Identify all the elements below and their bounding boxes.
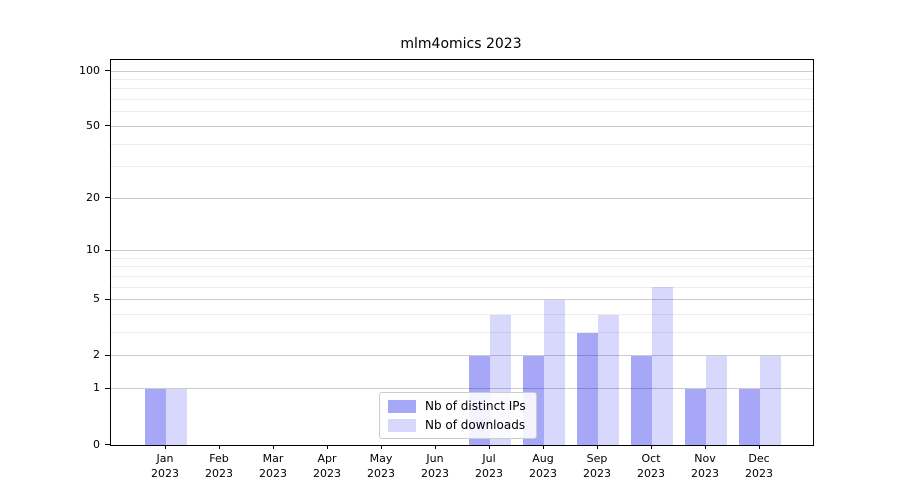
bar-downloads-sep bbox=[598, 314, 619, 445]
legend: Nb of distinct IPs Nb of downloads bbox=[379, 392, 537, 439]
y-axis-tick bbox=[105, 354, 110, 356]
x-axis-label: May 2023 bbox=[367, 452, 395, 480]
minor-gridline bbox=[111, 275, 813, 277]
y-axis-tick bbox=[105, 125, 110, 127]
legend-swatch-downloads bbox=[388, 418, 416, 432]
bar-downloads-dec bbox=[760, 355, 781, 445]
y-axis-label: 50 bbox=[86, 118, 100, 132]
y-axis-label: 1 bbox=[93, 381, 100, 395]
x-axis-tick bbox=[165, 445, 166, 449]
x-axis-tick bbox=[759, 445, 760, 449]
x-axis-label: Nov 2023 bbox=[691, 452, 719, 480]
minor-gridline bbox=[111, 286, 813, 288]
x-axis-tick bbox=[705, 445, 706, 449]
minor-gridline bbox=[111, 332, 813, 334]
x-axis-label: Jan 2023 bbox=[151, 452, 179, 480]
x-axis-tick bbox=[327, 445, 328, 449]
y-axis-label: 0 bbox=[93, 437, 100, 451]
x-axis-tick bbox=[435, 445, 436, 449]
minor-gridline bbox=[111, 314, 813, 316]
bar-distinct-ips-jan bbox=[145, 388, 166, 445]
minor-gridline bbox=[111, 99, 813, 101]
y-axis-tick bbox=[105, 444, 110, 445]
legend-label-distinct-ips: Nb of distinct IPs bbox=[425, 399, 526, 413]
minor-gridline bbox=[111, 111, 813, 113]
y-axis-label: 10 bbox=[86, 243, 100, 257]
bar-distinct-ips-dec bbox=[739, 388, 760, 445]
major-gridline bbox=[111, 70, 813, 72]
x-axis-label: Sep 2023 bbox=[583, 452, 611, 480]
y-axis-label: 100 bbox=[79, 63, 100, 77]
x-axis-tick bbox=[597, 445, 598, 449]
bar-distinct-ips-nov bbox=[685, 388, 706, 445]
minor-gridline bbox=[111, 78, 813, 80]
x-axis-label: Jul 2023 bbox=[475, 452, 503, 480]
minor-gridline bbox=[111, 257, 813, 259]
bar-distinct-ips-oct bbox=[631, 355, 652, 445]
x-axis-tick bbox=[381, 445, 382, 449]
legend-row-downloads: Nb of downloads bbox=[388, 418, 526, 432]
y-axis-label: 2 bbox=[93, 348, 100, 362]
major-gridline bbox=[111, 355, 813, 357]
bar-downloads-oct bbox=[652, 287, 673, 445]
x-axis-label: Dec 2023 bbox=[745, 452, 773, 480]
x-axis-label: Apr 2023 bbox=[313, 452, 341, 480]
minor-gridline bbox=[111, 88, 813, 90]
x-axis-label: Oct 2023 bbox=[637, 452, 665, 480]
minor-gridline bbox=[111, 143, 813, 145]
legend-swatch-distinct-ips bbox=[388, 399, 416, 413]
y-axis-tick bbox=[105, 70, 110, 71]
major-gridline bbox=[111, 197, 813, 199]
legend-label-downloads: Nb of downloads bbox=[425, 418, 526, 432]
chart-title: mlm4omics 2023 bbox=[400, 36, 522, 52]
y-axis-tick bbox=[105, 298, 110, 300]
minor-gridline bbox=[111, 166, 813, 168]
legend-row-distinct-ips: Nb of distinct IPs bbox=[388, 399, 526, 413]
minor-gridline bbox=[111, 266, 813, 268]
x-axis-tick bbox=[219, 445, 220, 449]
y-axis-tick bbox=[105, 387, 110, 389]
y-axis-label: 5 bbox=[93, 292, 100, 306]
y-axis-label: 20 bbox=[86, 190, 100, 204]
bar-distinct-ips-sep bbox=[577, 332, 598, 445]
y-axis-tick bbox=[105, 249, 110, 251]
bar-downloads-aug bbox=[544, 299, 565, 445]
x-axis-tick bbox=[651, 445, 652, 449]
x-axis-label: Jun 2023 bbox=[421, 452, 449, 480]
x-axis-label: Aug 2023 bbox=[529, 452, 557, 480]
x-axis-label: Mar 2023 bbox=[259, 452, 287, 480]
plot-area: Nb of distinct IPs Nb of downloads bbox=[110, 59, 814, 446]
x-axis-label: Feb 2023 bbox=[205, 452, 233, 480]
x-axis-tick bbox=[489, 445, 490, 449]
bar-downloads-jan bbox=[166, 388, 187, 445]
bar-downloads-nov bbox=[706, 355, 727, 445]
major-gridline bbox=[111, 125, 813, 127]
x-axis-tick bbox=[543, 445, 544, 449]
major-gridline bbox=[111, 299, 813, 301]
major-gridline bbox=[111, 250, 813, 252]
x-axis-tick bbox=[273, 445, 274, 449]
major-gridline bbox=[111, 388, 813, 390]
y-axis-tick bbox=[105, 197, 110, 199]
